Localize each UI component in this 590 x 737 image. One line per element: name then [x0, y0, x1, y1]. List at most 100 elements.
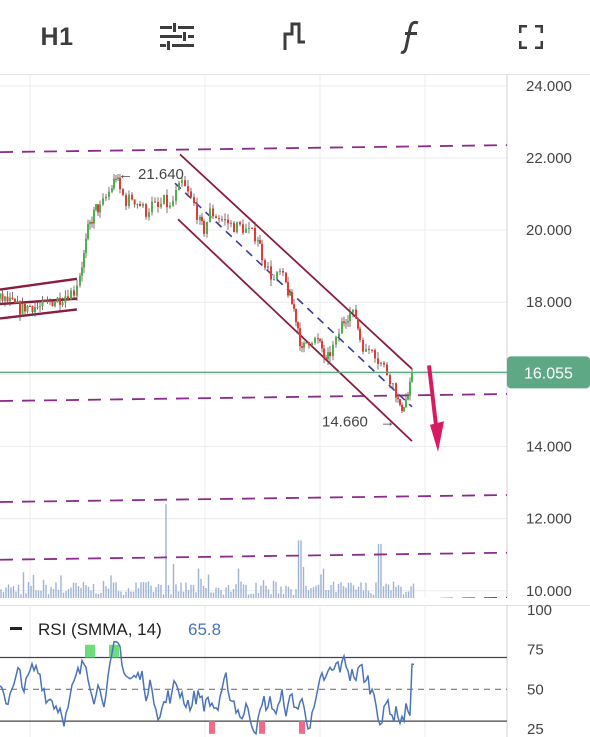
candle-body	[386, 364, 388, 375]
candle-body	[166, 194, 168, 208]
candle-body	[347, 321, 349, 323]
candle-body	[314, 338, 316, 344]
candle-body	[261, 243, 263, 261]
candle-body	[242, 224, 244, 233]
rsi-panel[interactable]: 100 75 50 25 RSI (SMMA, 14) 65.8	[0, 605, 590, 737]
candle-body	[4, 296, 6, 301]
candle-body	[295, 308, 297, 323]
forecast-arrow	[427, 365, 439, 435]
candle-body	[119, 177, 121, 190]
candle-body	[148, 212, 150, 217]
rsi-line	[0, 640, 414, 736]
high-arrow: ←	[118, 166, 133, 183]
candle-body	[39, 306, 41, 308]
rsi-title: RSI (SMMA, 14)	[38, 620, 162, 639]
candle-body	[224, 219, 226, 221]
y-tick-label: 12.000	[526, 511, 572, 528]
candle-body	[187, 186, 189, 192]
function-button[interactable]	[366, 0, 456, 74]
candle-body	[81, 267, 83, 276]
candle-body	[299, 328, 301, 347]
candle-body	[239, 222, 241, 225]
candle-body	[9, 297, 11, 302]
candle-body	[111, 188, 113, 192]
channel-mid-line	[174, 182, 413, 408]
support-resistance-line	[0, 144, 508, 154]
candle-body	[115, 178, 117, 180]
fullscreen-icon	[519, 25, 543, 49]
candle-body	[157, 202, 159, 207]
candle-body	[193, 197, 195, 204]
candle-body	[397, 397, 399, 400]
candle-body	[125, 194, 127, 207]
candle-body	[1, 293, 4, 301]
candle-body	[11, 297, 14, 299]
channel-upper-line	[179, 153, 413, 370]
candle-body	[51, 301, 54, 307]
candle-body	[105, 196, 107, 199]
candle-body	[83, 253, 85, 268]
candle-body	[355, 309, 357, 319]
candle-body	[139, 204, 141, 207]
candle-body	[323, 348, 325, 358]
candle-body	[319, 339, 321, 341]
candle-body	[49, 300, 51, 302]
candle-body	[317, 338, 319, 340]
chart-toolbar: H1	[0, 0, 590, 75]
candle-body	[279, 270, 281, 273]
candle-body	[401, 404, 403, 412]
candle-body	[267, 266, 269, 268]
candle-body	[282, 270, 284, 273]
timeframe-button[interactable]: H1	[12, 0, 102, 74]
candle-body	[395, 383, 397, 398]
candle-body	[70, 290, 72, 300]
price-chart[interactable]: 24.00022.00020.00018.00016.00014.00012.0…	[0, 75, 590, 598]
candle-body	[264, 260, 266, 268]
candle-body	[362, 339, 364, 352]
candle-body	[287, 282, 289, 296]
candle-body	[6, 296, 9, 302]
candle-body	[97, 204, 99, 213]
candle-body	[163, 194, 165, 204]
candle-body	[305, 342, 307, 344]
candle-body	[122, 189, 124, 195]
candle-body	[338, 333, 340, 337]
candle-body	[303, 343, 305, 348]
rsi-oversold-fill	[259, 721, 265, 734]
candle-body	[297, 322, 299, 329]
rsi-legend-swatch	[10, 627, 22, 630]
chart-type-button[interactable]	[250, 0, 340, 74]
candle-body	[145, 204, 147, 217]
candle-body	[341, 321, 343, 334]
candle-body	[308, 342, 310, 346]
range-mid-line	[0, 297, 78, 306]
rsi-value: 65.8	[188, 620, 221, 639]
candle-body	[113, 178, 115, 189]
y-tick-label: 20.000	[526, 222, 572, 239]
candle-body	[411, 372, 413, 382]
candle-body	[31, 306, 34, 313]
forecast-arrowhead	[430, 421, 444, 452]
candle-body	[142, 204, 144, 207]
range-bottom-line	[0, 308, 78, 320]
candle-body	[44, 300, 46, 302]
candle-body	[359, 328, 361, 340]
candle-body	[199, 216, 201, 220]
candle-body	[227, 219, 229, 224]
fullscreen-button[interactable]	[486, 0, 576, 74]
candle-body	[41, 300, 44, 307]
candle-body	[184, 180, 186, 187]
candle-body	[26, 305, 29, 312]
candle-body	[212, 208, 214, 217]
support-resistance-line	[0, 393, 508, 402]
candle-body	[178, 182, 180, 191]
candle-body	[169, 205, 171, 208]
candle-body	[409, 381, 411, 396]
rsi-tick-label: 75	[527, 642, 544, 659]
current-price-badge	[507, 356, 590, 389]
candle-body	[36, 307, 39, 309]
candle-body	[108, 191, 110, 197]
indicators-button[interactable]	[132, 0, 222, 74]
candle-body	[332, 344, 334, 357]
candle-body	[215, 216, 217, 218]
